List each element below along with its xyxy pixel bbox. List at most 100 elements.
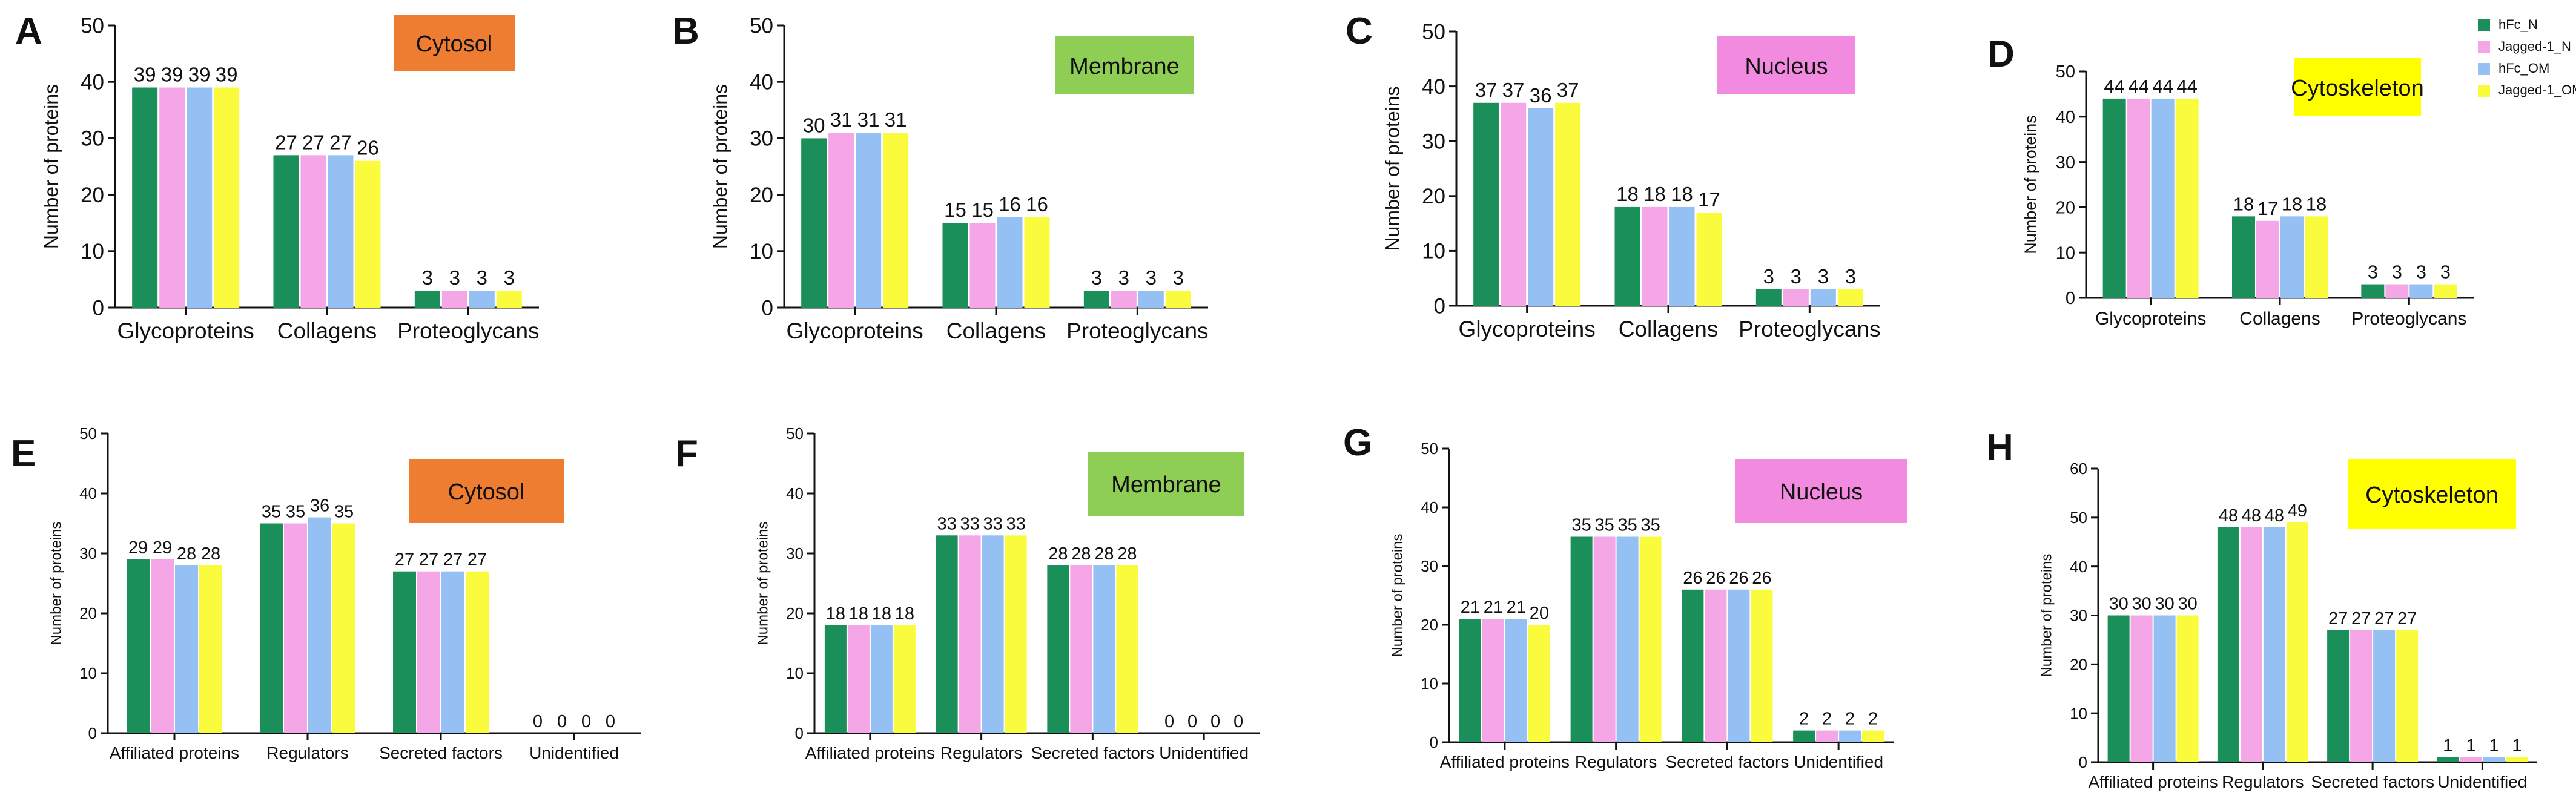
data-label: 26: [1729, 569, 1748, 588]
data-label: 29: [153, 538, 172, 558]
location-label: Cytosol: [448, 480, 525, 505]
bar-hfc_n: [936, 535, 958, 733]
bar-hfc_n: [132, 87, 158, 308]
bar-jagged-1_n: [1642, 206, 1668, 306]
y-tick-label: 10: [1422, 240, 1445, 263]
data-label: 0: [1187, 712, 1197, 731]
y-tick-label: 50: [81, 14, 104, 38]
x-tick-label: Collagens: [1619, 317, 1719, 341]
data-label: 37: [1475, 79, 1498, 101]
data-label: 2: [1799, 710, 1809, 729]
bar-jagged-1_n: [2130, 615, 2153, 762]
x-tick-label: Regulators: [940, 743, 1022, 762]
bar-jagged-1_om: [883, 133, 909, 308]
data-label: 2: [1868, 710, 1878, 729]
bar-hfc_om: [1138, 291, 1164, 308]
bar-jagged-1_n: [2460, 757, 2482, 762]
data-label: 48: [2219, 506, 2238, 526]
data-label: 39: [134, 64, 156, 86]
bar-hfc_n: [2437, 757, 2459, 762]
bar-jagged-1_n: [2350, 630, 2373, 762]
bar-hfc_om: [187, 87, 213, 308]
data-label: 26: [1683, 569, 1702, 588]
bar-jagged-1_n: [1816, 730, 1838, 742]
bar-hfc_n: [127, 559, 150, 733]
bar-hfc_om: [308, 517, 331, 733]
data-label: 44: [2176, 76, 2197, 97]
bar-hfc_om: [1728, 589, 1750, 742]
x-tick-label: Glycoproteins: [2095, 309, 2206, 329]
location-label: Membrane: [1069, 54, 1180, 79]
bar-jagged-1_n: [828, 133, 854, 308]
data-label: 18: [1616, 183, 1639, 205]
y-tick-label: 30: [1421, 557, 1438, 575]
x-tick-label: Regulators: [1575, 753, 1657, 771]
data-label: 31: [885, 108, 907, 131]
panel-letter: H: [1986, 427, 2013, 469]
data-label: 3: [2416, 262, 2426, 283]
bar-hfc_n: [1459, 619, 1481, 742]
y-tick-label: 50: [750, 14, 773, 38]
bar-jagged-1_n: [2127, 98, 2150, 298]
data-label: 18: [1643, 183, 1666, 205]
bar-hfc_n: [2107, 615, 2130, 762]
bar-hfc_om: [2263, 527, 2285, 762]
y-tick-label: 0: [762, 296, 773, 320]
data-label: 3: [1845, 265, 1856, 288]
data-label: 26: [1706, 569, 1725, 588]
data-label: 3: [2392, 262, 2402, 283]
bar-hfc_n: [2217, 527, 2239, 762]
data-label: 27: [2374, 609, 2394, 628]
bar-jagged-1_n: [300, 155, 326, 308]
y-axis-label: Number of proteins: [2039, 553, 2055, 677]
bar-jagged-1_n: [1705, 589, 1727, 742]
data-label: 27: [419, 550, 438, 570]
location-box: [394, 15, 515, 71]
y-tick-label: 20: [81, 183, 104, 207]
location-box: [2348, 459, 2516, 529]
data-label: 35: [1571, 516, 1591, 535]
data-label: 27: [443, 550, 463, 570]
data-label: 21: [1461, 598, 1480, 617]
bar-hfc_om: [469, 291, 495, 308]
y-tick-label: 0: [2066, 289, 2075, 308]
data-label: 3: [1091, 266, 1102, 289]
location-box: [409, 459, 564, 523]
location-label: Cytoskeleton: [2291, 76, 2424, 101]
data-label: 27: [302, 131, 325, 153]
panel-letter: C: [1346, 10, 1373, 52]
data-label: 33: [960, 514, 979, 533]
y-axis-label: Number of proteins: [1390, 533, 1406, 657]
bar-jagged-1_n: [2256, 220, 2279, 298]
bar-hfc_om: [2280, 216, 2304, 298]
x-tick-label: Proteoglycans: [1066, 318, 1208, 343]
bar-jagged-1_om: [2506, 757, 2528, 762]
x-tick-label: Affiliated proteins: [1440, 753, 1570, 771]
location-box: [1735, 459, 1907, 523]
data-label: 39: [161, 64, 183, 86]
x-tick-label: Regulators: [266, 743, 348, 762]
bar-hfc_n: [393, 571, 416, 733]
data-label: 35: [334, 503, 354, 522]
data-label: 35: [1617, 516, 1637, 535]
bar-hfc_n: [414, 291, 440, 308]
data-label: 0: [1164, 712, 1174, 731]
data-label: 27: [275, 131, 297, 153]
bar-hfc_om: [2483, 757, 2505, 762]
y-tick-label: 20: [1422, 185, 1445, 208]
y-tick-label: 10: [2056, 243, 2075, 263]
bar-jagged-1_om: [2175, 98, 2199, 298]
y-tick-label: 30: [2070, 607, 2087, 625]
data-label: 27: [2351, 609, 2371, 628]
bar-jagged-1_om: [496, 291, 522, 308]
panel-d: D Cytoskeleton 0 10 20 30 40 50 Number of protei…: [1987, 33, 2474, 329]
x-tick-label: Secreted factors: [1031, 743, 1154, 762]
data-label: 31: [830, 108, 853, 131]
bar-hfc_n: [2102, 98, 2126, 298]
y-tick-label: 30: [2056, 153, 2075, 173]
data-label: 0: [581, 712, 591, 731]
y-tick-label: 50: [1421, 440, 1438, 458]
y-tick-label: 0: [1430, 733, 1438, 751]
data-label: 16: [999, 193, 1021, 216]
